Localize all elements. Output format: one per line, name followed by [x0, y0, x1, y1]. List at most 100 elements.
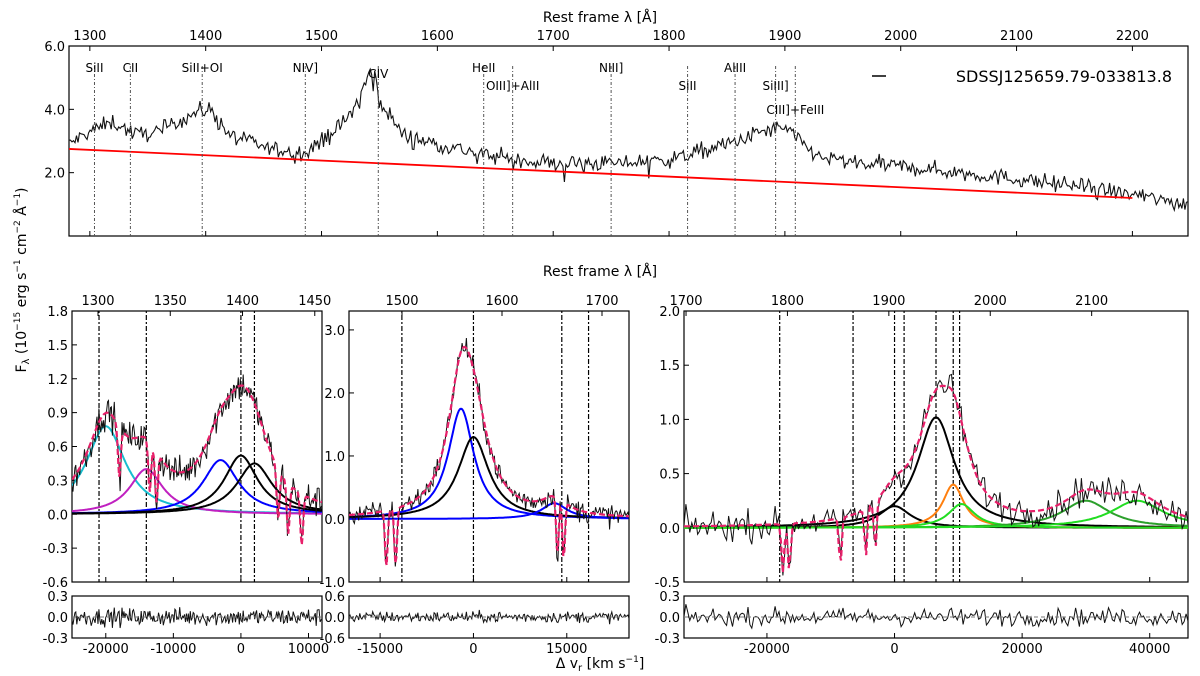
panel-y-tick-label: -0.3 [43, 542, 68, 557]
panel-top-tick-label: 1350 [154, 294, 187, 309]
panel-top-tick-label: 2000 [974, 294, 1007, 309]
resid-y-tick-label: -0.3 [655, 632, 680, 647]
line-label: SiII [679, 79, 697, 93]
panel-plot-area [72, 374, 322, 545]
panel-bottom-tick-label: -20000 [83, 642, 129, 657]
panel-bottom-tick-label: 20000 [1001, 642, 1042, 657]
total-fit [72, 384, 322, 545]
panel-y-tick-label: 0.0 [324, 513, 345, 528]
panel-top-tick-label: 1500 [385, 294, 418, 309]
panel-top-tick-label: 1300 [81, 294, 114, 309]
y-axis-label: Fλ (10−15 erg s−1 cm−2 Å−1) [13, 187, 32, 372]
residual-spectrum [683, 604, 1189, 630]
line-label: SiII [85, 61, 103, 75]
panel-bottom-tick-label: 40000 [1129, 642, 1170, 657]
residual-spectrum [348, 609, 630, 625]
line-label: NIV] [293, 61, 318, 75]
component-cyan [72, 425, 322, 515]
panel-y-tick-label: 1.5 [47, 339, 68, 354]
line-label: SiII+OI [182, 61, 223, 75]
plot-content: 1300 1400 1500 1600 1700 1800 1900 2000 2100 2200… [43, 29, 1189, 657]
overview-xlabel: Rest frame λ [Å] [543, 9, 657, 26]
panel-y-tick-label: 1.0 [324, 450, 345, 465]
panel-y-tick-label: 2.0 [324, 387, 345, 402]
resid-y-tick-label: 0.3 [659, 590, 680, 605]
line-label: NIII] [599, 61, 623, 75]
observed-spectrum [72, 374, 322, 537]
overview-tick-label: 2100 [1000, 29, 1033, 44]
line-label: CIII]+FeIII [766, 103, 824, 117]
overview-panel: Rest frame λ [Å] SDSSJ125659.79-033813.8 [543, 9, 1172, 86]
panel-y-tick-label: 0.9 [47, 407, 68, 422]
line-label: CIV [368, 67, 389, 81]
line-label: SiIII] [762, 79, 788, 93]
panel-y-tick-label: 0.0 [659, 522, 680, 537]
resid-y-tick-label: -0.3 [43, 632, 68, 647]
panel-y-tick-label: 1.2 [47, 373, 68, 388]
line-label: CII [123, 61, 138, 75]
line-label: AlIII [724, 61, 746, 75]
panel-bottom-tick-label: -10000 [150, 642, 196, 657]
panel-top-tick-label: 1800 [771, 294, 804, 309]
panel-y-tick-label: 1.5 [659, 359, 680, 374]
overview-continuum [68, 148, 1133, 199]
panel-bottom-tick-label: -15000 [357, 642, 403, 657]
panel-y-tick-label: 1.0 [659, 413, 680, 428]
overview-y-tick-label: 2.0 [44, 167, 65, 182]
resid-y-tick-label: 0.6 [324, 590, 345, 605]
panel-top-tick-label: 1700 [585, 294, 618, 309]
component-black [349, 436, 629, 519]
panel-plot-area [684, 373, 1188, 576]
resid-y-tick-label: -0.6 [320, 632, 345, 647]
component-black [684, 416, 1188, 528]
panel-bottom-tick-label: 0 [890, 642, 898, 657]
overview-tick-label: 2000 [884, 29, 917, 44]
component-lime [684, 499, 1188, 529]
residual-spectrum [71, 607, 323, 629]
overview-tick-label: 1900 [768, 29, 801, 44]
resid-y-tick-label: 0.0 [324, 611, 345, 626]
overview-tick-label: 1600 [421, 29, 454, 44]
panel-top-tick-label: 2100 [1075, 294, 1108, 309]
panel-bottom-tick-label: -20000 [744, 642, 790, 657]
panel-y-tick-label: -0.5 [655, 576, 680, 591]
component-blue [349, 502, 629, 520]
bottom-xlabel: Δ vr [km s−1] [556, 655, 645, 674]
panel-top-tick-label: 1700 [669, 294, 702, 309]
overview-tick-label: 1700 [537, 29, 570, 44]
resid-y-tick-label: 0.0 [659, 611, 680, 626]
overview-tick-label: 2200 [1116, 29, 1149, 44]
panel-y-tick-label: 3.0 [324, 324, 345, 339]
legend-label: SDSSJ125659.79-033813.8 [956, 67, 1172, 86]
observed-spectrum [349, 337, 629, 567]
line-label: OIII]+AlII [486, 79, 539, 93]
observed-spectrum [684, 373, 1188, 576]
panel-y-tick-label: -1.0 [320, 576, 345, 591]
panel-bottom-tick-label: 0 [237, 642, 245, 657]
line-label: HeII [472, 61, 495, 75]
resid-y-tick-label: 0.3 [47, 590, 68, 605]
panel-top-tick-label: 1900 [872, 294, 905, 309]
overview-spectrum [68, 67, 1189, 213]
overview-y-tick-label: 6.0 [44, 40, 65, 55]
panel-y-tick-label: 0.5 [659, 468, 680, 483]
panel-top-tick-label: 1400 [226, 294, 259, 309]
panel-y-tick-label: -0.6 [43, 576, 68, 591]
panel-bottom-tick-label: 10000 [288, 642, 329, 657]
panel-bottom-tick-label: 15000 [546, 642, 587, 657]
panel-plot-area [349, 337, 629, 567]
panel-frame [348, 310, 630, 583]
overview-tick-label: 1500 [305, 29, 338, 44]
overview-tick-label: 1300 [73, 29, 106, 44]
panel-frame [71, 310, 323, 583]
component-blue [72, 459, 322, 515]
total-fit [684, 384, 1188, 573]
overview-frame [68, 45, 1189, 237]
panel-top-tick-label: 1600 [485, 294, 518, 309]
overview-tick-label: 1800 [652, 29, 685, 44]
resid-y-tick-label: 0.0 [47, 611, 68, 626]
panel-y-tick-label: 1.8 [47, 305, 68, 320]
overview-y-tick-label: 4.0 [44, 103, 65, 118]
total-fit [349, 345, 629, 566]
